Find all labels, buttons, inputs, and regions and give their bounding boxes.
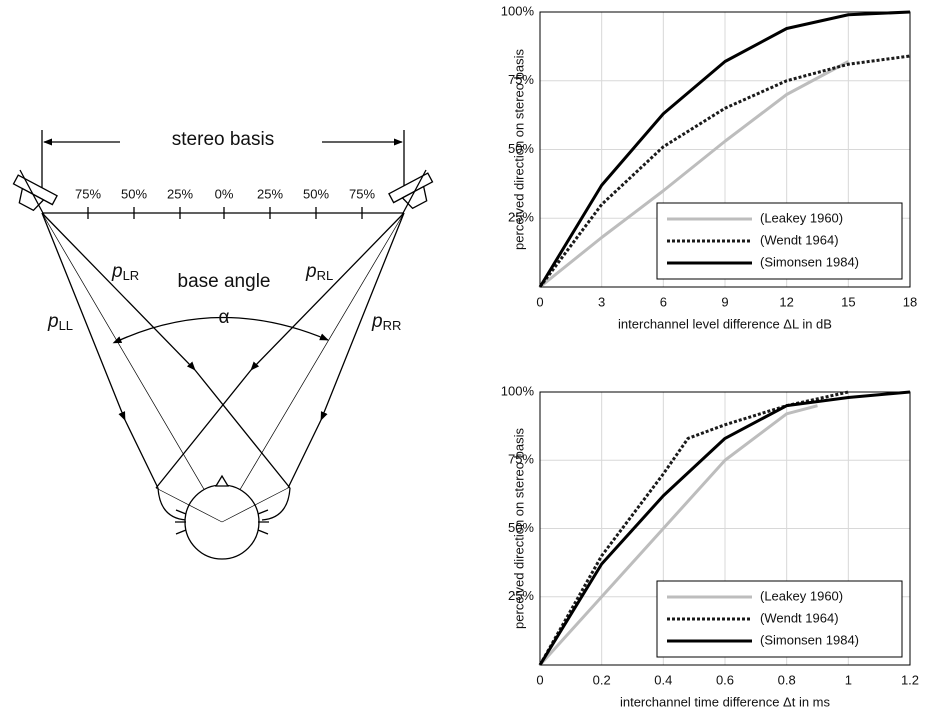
x-tick-label: 15 [841,294,855,309]
series-line [538,10,911,288]
x-tick-label: 0 [536,294,543,309]
x-tick-label: 18 [903,294,917,309]
path-rl [155,212,405,489]
y-tick-label: 25% [508,210,534,225]
scale-labels: 75% 50% 25% 0% 25% 50% 75% [75,186,375,201]
path-label: pRL [305,261,333,283]
speaker-axis [19,169,45,216]
legend-label: (Leakey 1960) [760,210,843,225]
path-center [155,487,223,523]
stereo-diagram [12,130,434,560]
legend-label: (Leakey 1960) [760,588,843,603]
path-label: pLR [111,261,139,283]
path-symbol: p [305,261,317,282]
path-center [221,212,405,521]
x-tick-label: 6 [660,294,667,309]
x-tick-label: 0.6 [716,672,734,687]
series-line [538,54,911,288]
path-ll [157,487,187,521]
scale-label: 25% [167,186,193,201]
scale-label: 50% [303,186,329,201]
path-lr [261,487,291,521]
legend-label: (Wendt 1964) [760,232,839,247]
path-subscript: RR [383,318,402,333]
x-tick-label: 3 [598,294,605,309]
path-rr [287,212,405,489]
legend-label: (Simonsen 1984) [760,254,859,269]
left-speaker [12,174,58,212]
x-axis-label: interchannel time difference Δt in ms [620,694,831,709]
y-tick-label: 50% [508,141,534,156]
legend: (Leakey 1960) (Wendt 1964) (Simonsen 1984) [656,202,903,280]
x-tick-label: 1.2 [901,672,919,687]
y-tick-label: 25% [508,588,534,603]
series-line [538,390,911,666]
series-line [538,404,818,667]
x-tick-label: 0.4 [654,672,672,687]
speaker-axis [401,169,427,216]
y-tick-label: 50% [508,520,534,535]
y-tick-label: 100% [501,383,535,398]
plot-frame [539,11,911,288]
scale-label: 50% [121,186,147,201]
y-axis-label: perceived direction on stereo basis [511,49,526,250]
nose [214,474,230,487]
legend-label: (Wendt 1964) [760,610,839,625]
path-symbol: p [111,261,123,282]
right-speaker [388,172,434,210]
path-lr [41,212,291,489]
path-ll [41,212,159,489]
path-label: pLL [47,311,73,333]
scale-label: 0% [215,186,234,201]
x-tick-label: 0 [536,672,543,687]
x-axis-label: interchannel level difference ΔL in dB [618,316,832,331]
path-symbol: p [371,311,383,332]
scale-label: 25% [257,186,283,201]
series-line [539,60,850,289]
y-tick-label: 75% [508,72,534,87]
path-symbol: p [47,311,59,332]
y-tick-label: 75% [508,452,534,467]
x-tick-label: 12 [779,294,793,309]
path-center [221,487,289,523]
plot-frame [539,391,911,666]
scale-label: 75% [75,186,101,201]
path-subscript: LR [123,268,140,283]
angle-label: base angle [178,271,271,292]
angle-symbol: α [219,307,230,328]
stereo-basis-label: stereo basis [172,129,274,150]
ears [175,509,269,535]
y-axis-label: perceived direction on stereo basis [511,428,526,629]
path-subscript: RL [317,268,334,283]
legend: (Leakey 1960) (Wendt 1964) (Simonsen 1984) [656,580,903,658]
angle-arc [112,316,329,344]
y-tick-label: 100% [501,3,535,18]
scale-label: 75% [349,186,375,201]
path-subscript: LL [59,318,73,333]
x-tick-label: 0.8 [778,672,796,687]
path-label: pRR [371,311,401,333]
legend-label: (Simonsen 1984) [760,632,859,647]
x-tick-label: 1 [845,672,852,687]
scale-ticks [87,207,363,219]
path-center [41,212,223,521]
x-tick-label: 9 [721,294,728,309]
x-tick-label: 0.2 [593,672,611,687]
